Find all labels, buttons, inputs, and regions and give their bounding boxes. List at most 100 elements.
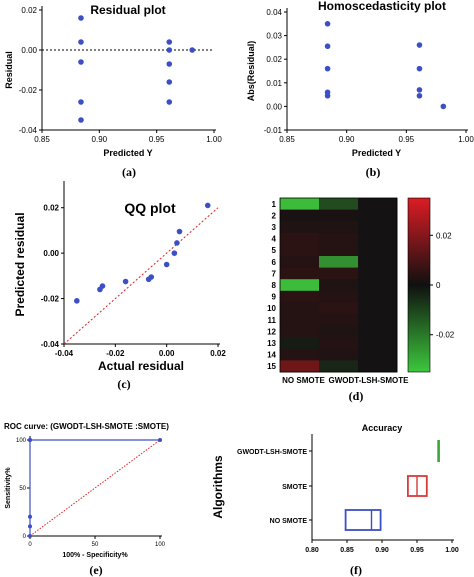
data-point xyxy=(416,42,423,48)
data-point xyxy=(324,21,331,27)
y-tick-label: 0 xyxy=(23,534,27,540)
heatmap-row-label: 6 xyxy=(272,258,277,267)
y-tick-label: 100 xyxy=(16,438,27,444)
heatmap-cell xyxy=(280,279,320,292)
heatmap-row-label: 11 xyxy=(268,316,277,325)
data-point xyxy=(166,47,173,53)
heatmap-cell xyxy=(319,244,359,257)
roc-point xyxy=(28,524,32,529)
data-point xyxy=(148,274,155,280)
heatmap-cell xyxy=(280,256,320,268)
heatmap-row-label: 7 xyxy=(272,269,277,278)
data-point xyxy=(78,39,84,45)
y-tick-label: 0.04 xyxy=(266,8,282,17)
y-axis-label: Predicted residual xyxy=(13,212,27,316)
panel-label-a: (a) xyxy=(122,165,136,179)
heatmap-cell xyxy=(358,325,398,338)
heatmap-cell xyxy=(319,337,359,350)
data-point xyxy=(416,92,423,99)
y-tick-label: 0.03 xyxy=(266,32,282,41)
data-point xyxy=(416,65,423,72)
data-point xyxy=(189,47,196,53)
heatmap-row-label: 13 xyxy=(267,339,276,348)
accuracy-box xyxy=(344,509,382,531)
chart-title: ROC curve: (GWODT-LSH-SMOTE :SMOTE) xyxy=(4,422,169,431)
heatmap-cell xyxy=(280,325,320,338)
heatmap-cell xyxy=(358,256,398,268)
heatmap-cell xyxy=(358,279,398,292)
panel-label-f: (f) xyxy=(350,563,362,577)
colorbar-tick-label: 0.02 xyxy=(436,231,452,240)
roc-point xyxy=(28,438,32,442)
x-tick-label: 0.95 xyxy=(399,135,415,144)
chart-title: QQ plot xyxy=(124,200,176,216)
heatmap-cell xyxy=(358,337,398,350)
roc-point xyxy=(28,514,32,519)
x-tick-label: 1.00 xyxy=(445,547,459,554)
heatmap-cell xyxy=(280,314,320,326)
heatmap-cell xyxy=(319,348,359,361)
x-tick-label: 0.95 xyxy=(410,547,424,554)
heatmap-row-label: 4 xyxy=(272,235,277,244)
data-point xyxy=(171,250,178,256)
data-point xyxy=(174,240,180,246)
data-point xyxy=(166,61,173,67)
heatmap-cell xyxy=(280,337,320,350)
heatmap-cell xyxy=(358,267,398,280)
heatmap-cell xyxy=(319,325,359,338)
y-tick-label: 0.00 xyxy=(266,102,282,111)
y-tick-label: GWODT-LSH-SMOTE xyxy=(237,449,307,456)
y-tick-label: -0.02 xyxy=(19,86,38,95)
chart-title: Accuracy xyxy=(362,423,403,433)
x-tick-label: 1.00 xyxy=(206,135,222,144)
y-axis-label: Abs(Residual) xyxy=(246,41,256,102)
heatmap-cell xyxy=(280,198,320,210)
roc-point xyxy=(28,534,32,538)
y-tick-label: 0.02 xyxy=(266,55,282,64)
colorbar-tick-label: -0.02 xyxy=(436,331,455,340)
x-tick-label: -0.04 xyxy=(55,349,74,358)
heatmap-cell xyxy=(319,209,359,222)
identity-reference-line xyxy=(63,207,219,345)
heatmap-cell xyxy=(358,232,398,245)
heatmap-cell xyxy=(280,267,320,280)
x-tick-label: 0.90 xyxy=(92,135,108,144)
x-tick-label: 1.00 xyxy=(458,135,474,144)
roc-point xyxy=(158,438,162,442)
data-point xyxy=(324,65,331,72)
heatmap-row-label: 8 xyxy=(272,281,277,290)
x-tick-label: 0.85 xyxy=(279,135,295,144)
x-tick-label: 0.90 xyxy=(339,135,355,144)
y-tick-label: -0.02 xyxy=(41,295,60,304)
data-point xyxy=(163,261,170,268)
y-tick-label: 50 xyxy=(19,486,26,492)
x-tick-label: 0.85 xyxy=(340,547,354,554)
accuracy-box xyxy=(437,440,440,462)
heatmap-cell xyxy=(358,314,398,326)
colorbar-tick-label: 0 xyxy=(436,281,441,290)
data-point xyxy=(176,228,183,235)
x-tick-label: 0.80 xyxy=(305,547,319,554)
heatmap-cell xyxy=(319,232,359,245)
heatmap-row-label: 9 xyxy=(272,293,277,302)
heatmap-cell xyxy=(280,221,320,234)
y-tick-label: 0.02 xyxy=(43,204,59,213)
data-point xyxy=(78,99,84,105)
x-tick-label: 100 xyxy=(155,542,166,548)
heatmap-cell xyxy=(358,360,398,373)
heatmap-row-label: 2 xyxy=(272,211,277,220)
heatmap-cell xyxy=(280,232,320,245)
panel-label-e: (e) xyxy=(89,563,102,577)
heatmap-cell xyxy=(319,314,359,326)
data-point xyxy=(78,117,84,123)
heatmap-cell xyxy=(319,221,359,234)
x-tick-label: 0.90 xyxy=(375,547,389,554)
y-tick-label: 0.00 xyxy=(21,46,37,55)
heatmap-cell xyxy=(319,279,359,292)
diagonal-reference-line xyxy=(29,439,161,537)
heatmap-cell xyxy=(358,209,398,222)
data-point xyxy=(122,278,129,285)
panel-label-c: (c) xyxy=(117,377,130,391)
x-tick-label: 0.85 xyxy=(34,135,50,144)
